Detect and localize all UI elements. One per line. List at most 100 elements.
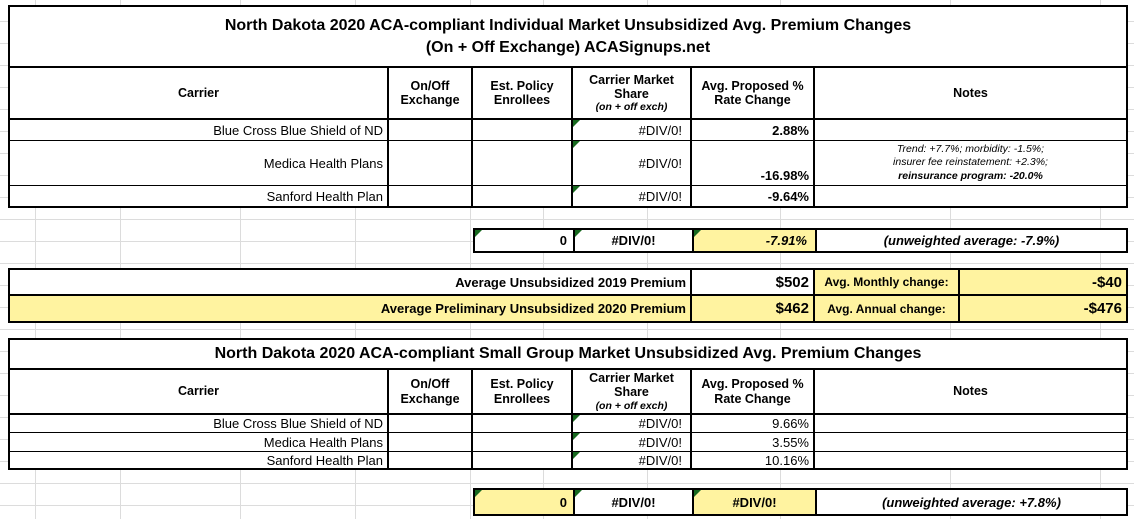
sheet-gridline — [950, 0, 951, 519]
error-triangle-icon — [575, 490, 582, 497]
summary-change-value-cell[interactable]: -$40 — [960, 270, 1126, 296]
error-triangle-icon — [573, 415, 580, 422]
exchange-cell[interactable] — [389, 433, 473, 452]
header-cell-carrier[interactable]: Carrier — [10, 68, 389, 120]
totals-market-share-cell[interactable]: #DIV/0! — [575, 230, 694, 251]
market-share-value: #DIV/0! — [638, 188, 682, 204]
summary-value-cell[interactable]: $502 — [692, 270, 815, 296]
notes-cell[interactable]: Trend: +7.7%; morbidity: -1.5%; insurer … — [815, 141, 1126, 186]
error-triangle-icon — [475, 230, 482, 237]
market-share-header-label: Carrier Market Share — [589, 72, 674, 101]
market-share-value: #DIV/0! — [638, 416, 682, 431]
error-triangle-icon — [573, 141, 580, 148]
totals-enrollees-value: 0 — [559, 233, 567, 248]
header-cell-enrollees[interactable]: Est. Policy Enrollees — [473, 370, 573, 415]
exchange-cell[interactable] — [389, 141, 473, 186]
small-group-table-title[interactable]: North Dakota 2020 ACA-compliant Small Gr… — [8, 338, 1128, 368]
summary-change-label-cell[interactable]: Avg. Annual change: — [815, 296, 960, 321]
market-share-value: #DIV/0! — [638, 452, 682, 468]
market-share-cell[interactable]: #DIV/0! — [573, 186, 692, 206]
header-cell-market-share[interactable]: Carrier Market Share (on + off exch) — [573, 370, 692, 415]
exchange-cell[interactable] — [389, 120, 473, 141]
notes-cell[interactable] — [815, 433, 1126, 452]
header-cell-enrollees[interactable]: Est. Policy Enrollees — [473, 68, 573, 120]
totals-enrollees-value: 0 — [559, 494, 567, 510]
summary-change-value-cell[interactable]: -$476 — [960, 296, 1126, 321]
totals-rate-cell[interactable]: -7.91% — [694, 230, 817, 251]
notes-cell[interactable] — [815, 415, 1126, 433]
small-group-table: Carrier On/Off Exchange Est. Policy Enro… — [8, 368, 1128, 470]
totals-note-cell[interactable]: (unweighted average: -7.9%) — [817, 230, 1126, 251]
sheet-gridline — [780, 0, 781, 519]
error-triangle-icon — [573, 186, 580, 193]
error-triangle-icon — [475, 490, 482, 497]
enrollees-cell[interactable] — [473, 433, 573, 452]
totals-rate-value: #DIV/0! — [732, 494, 777, 510]
premium-summary: Average Unsubsidized 2019 Premium $502 A… — [8, 268, 1128, 323]
enrollees-cell[interactable] — [473, 186, 573, 206]
header-cell-notes[interactable]: Notes — [815, 370, 1126, 415]
summary-value-cell[interactable]: $462 — [692, 296, 815, 321]
market-share-cell[interactable]: #DIV/0! — [573, 141, 692, 186]
sheet-gridline — [470, 0, 471, 519]
market-share-cell[interactable]: #DIV/0! — [573, 415, 692, 433]
header-cell-exchange[interactable]: On/Off Exchange — [389, 68, 473, 120]
market-share-header-sub: (on + off exch) — [595, 101, 668, 114]
sheet-gridline — [355, 0, 356, 519]
header-cell-exchange[interactable]: On/Off Exchange — [389, 370, 473, 415]
carrier-cell[interactable]: Blue Cross Blue Shield of ND — [10, 120, 389, 141]
rate-cell[interactable]: 9.66% — [692, 415, 815, 433]
totals-market-share-cell[interactable]: #DIV/0! — [575, 490, 694, 514]
header-cell-rate[interactable]: Avg. Proposed % Rate Change — [692, 68, 815, 120]
market-share-cell[interactable]: #DIV/0! — [573, 433, 692, 452]
sheet-gridline — [120, 0, 121, 519]
notes-cell[interactable] — [815, 186, 1126, 206]
header-cell-market-share[interactable]: Carrier Market Share (on + off exch) — [573, 68, 692, 120]
rate-cell[interactable]: -16.98% — [692, 141, 815, 186]
individual-totals-row: 0 #DIV/0! -7.91% (unweighted average: -7… — [473, 228, 1128, 253]
market-share-cell[interactable]: #DIV/0! — [573, 120, 692, 141]
rate-cell[interactable]: 10.16% — [692, 452, 815, 468]
exchange-cell[interactable] — [389, 415, 473, 433]
sheet-gridline — [1100, 0, 1101, 519]
exchange-cell[interactable] — [389, 452, 473, 468]
carrier-cell[interactable]: Blue Cross Blue Shield of ND — [10, 415, 389, 433]
summary-label-cell[interactable]: Average Unsubsidized 2019 Premium — [10, 270, 692, 296]
header-cell-notes[interactable]: Notes — [815, 68, 1126, 120]
small-group-totals-row: 0 #DIV/0! #DIV/0! (unweighted average: +… — [473, 488, 1128, 516]
carrier-cell[interactable]: Sanford Health Plan — [10, 452, 389, 468]
error-triangle-icon — [573, 452, 580, 459]
enrollees-cell[interactable] — [473, 452, 573, 468]
notes-cell[interactable] — [815, 120, 1126, 141]
individual-table-title[interactable]: North Dakota 2020 ACA-compliant Individu… — [8, 5, 1128, 66]
summary-change-label-cell[interactable]: Avg. Monthly change: — [815, 270, 960, 296]
header-cell-carrier[interactable]: Carrier — [10, 370, 389, 415]
totals-enrollees-cell[interactable]: 0 — [475, 230, 575, 251]
sheet-gridline — [647, 0, 648, 519]
totals-rate-cell[interactable]: #DIV/0! — [694, 490, 817, 514]
rate-cell[interactable]: -9.64% — [692, 186, 815, 206]
market-share-header-sub: (on + off exch) — [595, 399, 668, 412]
carrier-cell[interactable]: Sanford Health Plan — [10, 186, 389, 206]
summary-label-cell[interactable]: Average Preliminary Unsubsidized 2020 Pr… — [10, 296, 692, 321]
small-group-title-line: North Dakota 2020 ACA-compliant Small Gr… — [214, 345, 922, 363]
market-share-value: #DIV/0! — [638, 434, 682, 450]
exchange-cell[interactable] — [389, 186, 473, 206]
totals-market-share-value: #DIV/0! — [611, 233, 656, 248]
rate-cell[interactable]: 3.55% — [692, 433, 815, 452]
carrier-cell[interactable]: Medica Health Plans — [10, 433, 389, 452]
market-share-cell[interactable]: #DIV/0! — [573, 452, 692, 468]
carrier-cell[interactable]: Medica Health Plans — [10, 141, 389, 186]
totals-note-cell[interactable]: (unweighted average: +7.8%) — [817, 490, 1126, 514]
header-cell-rate[interactable]: Avg. Proposed % Rate Change — [692, 370, 815, 415]
notes-cell[interactable] — [815, 452, 1126, 468]
enrollees-cell[interactable] — [473, 415, 573, 433]
totals-rate-value: -7.91% — [765, 233, 807, 248]
market-share-value: #DIV/0! — [638, 122, 682, 138]
enrollees-cell[interactable] — [473, 141, 573, 186]
error-triangle-icon — [694, 490, 701, 497]
rate-cell[interactable]: 2.88% — [692, 120, 815, 141]
enrollees-cell[interactable] — [473, 120, 573, 141]
totals-enrollees-cell[interactable]: 0 — [475, 490, 575, 514]
note-line: reinsurance program: -20.0% — [898, 169, 1043, 182]
